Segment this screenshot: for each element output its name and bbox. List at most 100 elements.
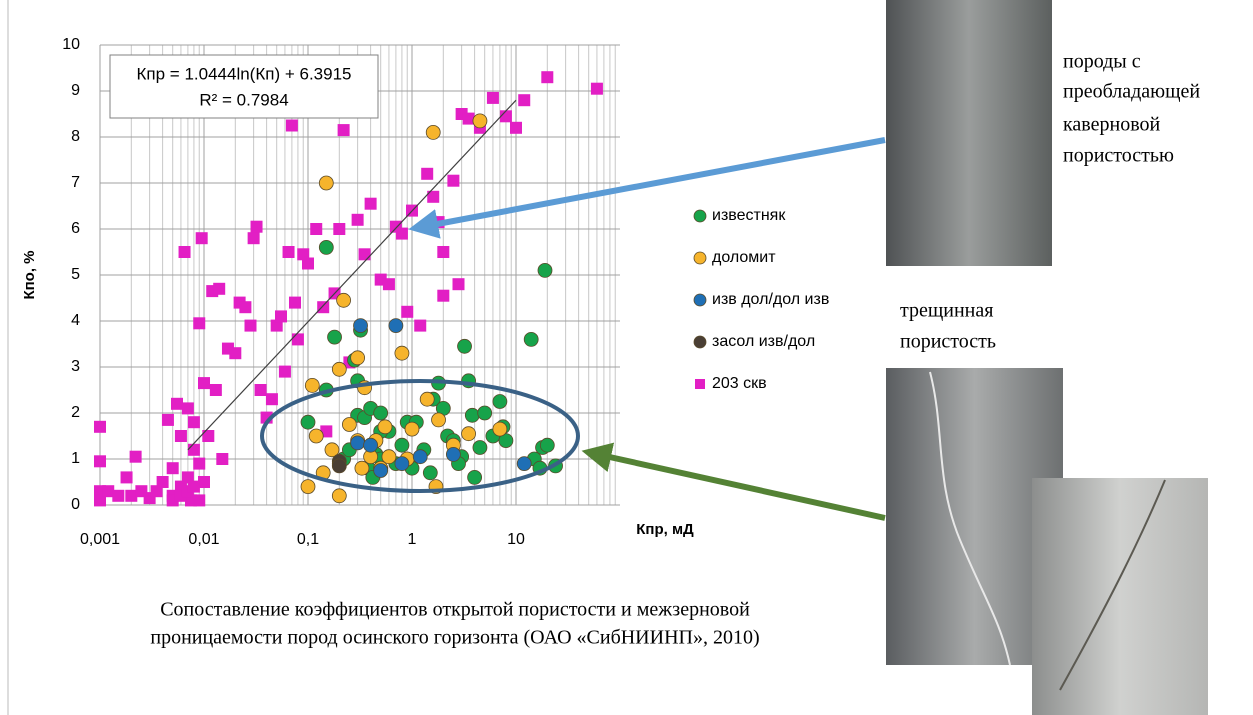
point — [364, 197, 377, 210]
trend-equation: Кпр = 1.0444ln(Кп) + 6.3915 — [137, 64, 352, 83]
y-tick-label: 2 — [71, 404, 80, 421]
point — [462, 112, 475, 125]
photo-label: преобладающей — [1063, 81, 1200, 103]
point — [193, 494, 206, 507]
point — [333, 223, 346, 235]
photos — [886, 0, 1208, 715]
point — [437, 246, 450, 258]
photo-label: каверновой — [1063, 114, 1161, 136]
photo-cavern — [886, 0, 1052, 266]
legend-label: засол изв/дол — [712, 333, 815, 350]
legend-label: известняк — [712, 207, 786, 224]
fracture-line — [1059, 479, 1166, 691]
legend-marker — [693, 335, 707, 349]
point — [401, 305, 414, 318]
point — [202, 430, 215, 442]
point — [464, 407, 480, 423]
point — [156, 476, 169, 488]
point — [94, 455, 106, 468]
point — [331, 488, 347, 504]
point — [285, 119, 298, 132]
point — [541, 71, 554, 84]
point — [394, 345, 410, 361]
point — [353, 318, 368, 334]
trend-r2: R² = 0.7984 — [199, 90, 288, 109]
point — [187, 443, 200, 456]
point — [331, 361, 347, 377]
point — [499, 110, 512, 123]
point — [539, 437, 555, 453]
point — [492, 394, 508, 409]
point — [414, 319, 427, 332]
point — [537, 262, 553, 278]
equation-box — [109, 54, 379, 119]
y-tick-label: 0 — [71, 496, 80, 513]
legend-label: доломит — [712, 249, 776, 266]
point — [337, 124, 350, 137]
point — [498, 433, 514, 449]
x-tick-label: 0,01 — [188, 531, 219, 548]
point — [523, 331, 539, 347]
fracture-line — [929, 371, 1011, 666]
y-axis-title: Кпо, % — [21, 250, 38, 299]
point — [229, 347, 242, 360]
point — [308, 428, 324, 444]
point — [381, 449, 397, 465]
arrow — [408, 137, 886, 239]
point — [250, 220, 263, 233]
point — [310, 223, 323, 235]
point — [472, 113, 488, 129]
point — [198, 377, 210, 390]
point — [373, 463, 389, 478]
point — [187, 416, 200, 429]
y-tick-label: 3 — [71, 358, 80, 375]
point — [318, 239, 334, 255]
y-tick-label: 4 — [71, 312, 80, 329]
point — [102, 485, 115, 498]
point — [388, 318, 404, 334]
point — [358, 248, 371, 261]
point — [404, 421, 420, 437]
point — [457, 338, 472, 354]
point — [510, 121, 522, 134]
point — [350, 435, 366, 451]
point — [377, 419, 393, 435]
point — [193, 457, 206, 470]
legend-marker — [693, 251, 707, 265]
point — [412, 449, 428, 465]
legend-label: 203 скв — [712, 375, 767, 392]
point — [150, 485, 163, 498]
point — [437, 289, 450, 302]
point — [94, 494, 106, 507]
point — [193, 317, 206, 330]
legend-label: изв дол/дол изв — [712, 291, 829, 308]
trendline — [187, 99, 517, 451]
y-tick-label: 6 — [71, 220, 80, 237]
point — [452, 278, 465, 291]
point — [492, 421, 508, 437]
point — [181, 402, 194, 415]
point — [181, 471, 194, 484]
point — [590, 82, 603, 95]
point — [125, 489, 138, 502]
point — [373, 405, 389, 421]
y-tick-label: 5 — [71, 266, 80, 283]
point — [239, 301, 252, 314]
point — [282, 246, 295, 258]
arrow — [581, 442, 886, 521]
point — [297, 248, 310, 261]
y-tick-label: 1 — [71, 450, 80, 467]
point — [445, 446, 461, 462]
point — [120, 471, 133, 484]
point — [518, 94, 531, 107]
x-tick-label: 10 — [507, 531, 525, 548]
y-tick-label: 7 — [71, 174, 80, 191]
point — [461, 426, 476, 442]
point — [354, 460, 370, 476]
point — [174, 430, 187, 442]
point — [447, 174, 460, 187]
point — [341, 417, 357, 432]
point — [516, 456, 532, 472]
point — [216, 453, 229, 465]
